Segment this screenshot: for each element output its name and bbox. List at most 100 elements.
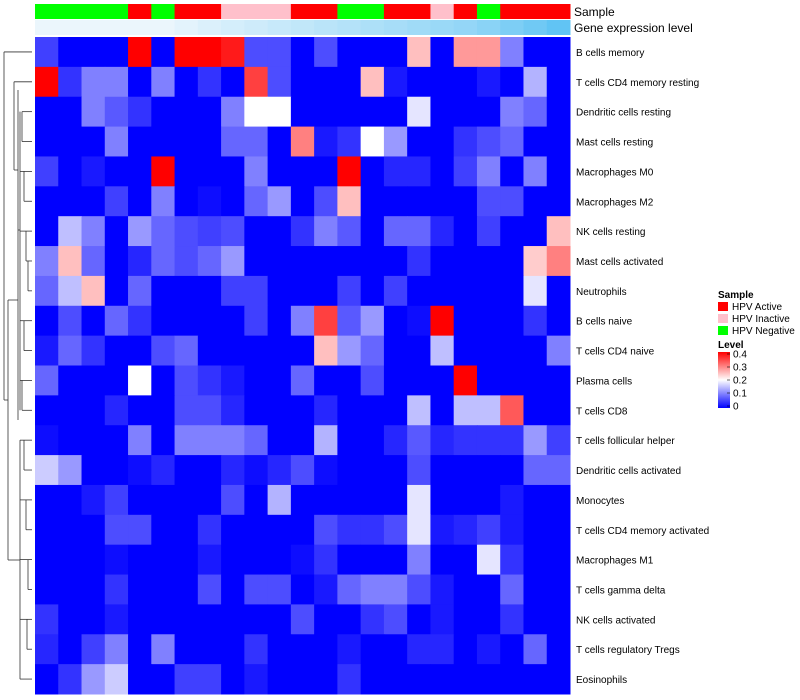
heatmap-cell xyxy=(267,544,292,576)
heatmap-cell xyxy=(407,514,431,546)
heatmap-cell xyxy=(383,37,408,68)
row-label: Eosinophils xyxy=(576,675,627,686)
heatmap-cell xyxy=(546,275,571,307)
row-label: Macrophages M2 xyxy=(576,197,654,208)
annotation-cell xyxy=(523,4,548,19)
heatmap-cell xyxy=(221,126,245,157)
heatmap-cell xyxy=(290,365,315,396)
heatmap-cell xyxy=(128,455,152,486)
annotation-cell xyxy=(383,20,408,35)
heatmap-cell xyxy=(104,514,129,546)
heatmap-cell xyxy=(58,634,83,665)
heatmap-cell xyxy=(500,37,524,68)
heatmap-cell xyxy=(523,37,548,68)
annotation-cell xyxy=(197,20,222,35)
heatmap-cell xyxy=(476,544,501,576)
heatmap-cell xyxy=(383,484,408,516)
heatmap-cell xyxy=(35,246,59,277)
heatmap-cell xyxy=(337,66,362,98)
heatmap-cell xyxy=(174,484,199,516)
annotation-cell xyxy=(453,20,478,35)
heatmap-cell xyxy=(174,604,199,635)
heatmap-cell xyxy=(476,216,501,247)
heatmap-cell xyxy=(174,544,199,576)
heatmap-cell xyxy=(453,186,478,217)
heatmap-cell xyxy=(221,275,245,307)
heatmap-cell xyxy=(267,126,292,157)
heatmap-cell xyxy=(197,365,222,396)
heatmap-cell xyxy=(453,544,478,576)
heatmap-cell xyxy=(81,66,106,98)
heatmap-cell xyxy=(523,484,548,516)
heatmap-cell xyxy=(104,604,129,635)
heatmap-cell xyxy=(35,634,59,665)
heatmap-cell xyxy=(500,96,524,128)
heatmap-cell xyxy=(81,246,106,277)
legend-item-label: HPV Active xyxy=(732,302,782,313)
heatmap-cell xyxy=(476,66,501,98)
heatmap-cell xyxy=(128,544,152,576)
heatmap-cell xyxy=(174,664,199,695)
heatmap-cell xyxy=(151,96,176,128)
heatmap-cell xyxy=(430,395,455,426)
row-label: NK cells activated xyxy=(576,615,655,626)
heatmap-cell xyxy=(267,66,292,98)
heatmap-cell xyxy=(267,186,292,217)
heatmap-cell xyxy=(151,544,176,576)
heatmap-cell xyxy=(81,604,106,635)
heatmap-cell xyxy=(500,484,524,516)
row-label: T cells follicular helper xyxy=(576,436,675,447)
heatmap-cell xyxy=(546,156,571,187)
heatmap-cell xyxy=(383,544,408,576)
heatmap-cell xyxy=(546,455,571,486)
heatmap-cell xyxy=(407,664,431,695)
heatmap-cell xyxy=(476,574,501,605)
heatmap-cell xyxy=(360,574,385,605)
heatmap-cell xyxy=(221,634,245,665)
heatmap-cell xyxy=(128,275,152,307)
heatmap-cell xyxy=(244,604,269,635)
heatmap-cell xyxy=(407,395,431,426)
heatmap-cell xyxy=(174,37,199,68)
heatmap-cell xyxy=(523,365,548,396)
heatmap-cell xyxy=(337,664,362,695)
heatmap-cell xyxy=(197,634,222,665)
heatmap-cell xyxy=(523,574,548,605)
heatmap-cell xyxy=(476,186,501,217)
heatmap-cell xyxy=(35,96,59,128)
heatmap-cell xyxy=(290,425,315,456)
heatmap-cell xyxy=(244,335,269,366)
heatmap-cell xyxy=(546,365,571,396)
heatmap-cell xyxy=(174,395,199,426)
legend-swatch xyxy=(718,302,728,311)
heatmap-cell xyxy=(383,514,408,546)
heatmap-cell xyxy=(267,305,292,337)
heatmap-cell xyxy=(500,544,524,576)
heatmap-cell xyxy=(523,514,548,546)
heatmap-cell xyxy=(500,634,524,665)
annotation-cell xyxy=(290,4,315,19)
legend-sample-title: Sample xyxy=(718,290,754,301)
row-label: T cells CD8 xyxy=(576,406,628,417)
heatmap-cell xyxy=(430,275,455,307)
heatmap-cell xyxy=(151,455,176,486)
heatmap-cell xyxy=(337,96,362,128)
annotation-cell xyxy=(500,4,524,19)
heatmap-cell xyxy=(500,216,524,247)
annotation-cell xyxy=(407,20,431,35)
heatmap-cell xyxy=(523,664,548,695)
heatmap-cell xyxy=(128,37,152,68)
annotation-cell xyxy=(476,20,501,35)
heatmap-cell xyxy=(58,216,83,247)
heatmap-cell xyxy=(337,514,362,546)
heatmap-cell xyxy=(430,335,455,366)
heatmap-cell xyxy=(267,365,292,396)
heatmap-cell xyxy=(337,484,362,516)
heatmap-cell xyxy=(81,37,106,68)
heatmap-cell xyxy=(407,425,431,456)
heatmap-cell xyxy=(546,305,571,337)
heatmap-cell xyxy=(104,484,129,516)
heatmap-cell xyxy=(58,574,83,605)
heatmap-cell xyxy=(430,574,455,605)
